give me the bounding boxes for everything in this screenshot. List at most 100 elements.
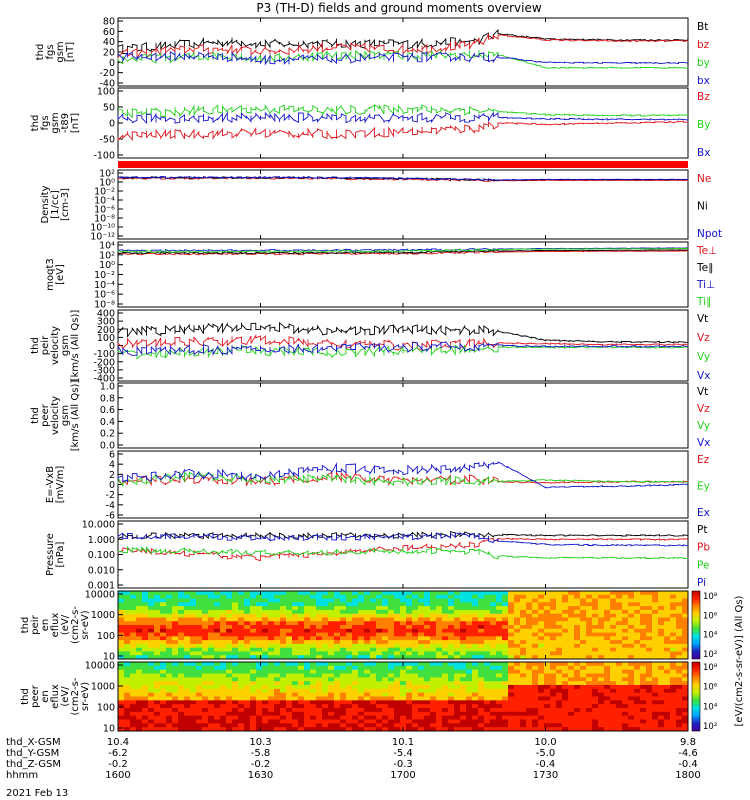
heatmap-cell xyxy=(496,640,503,645)
heatmap-cell xyxy=(244,636,251,641)
heatmap-cell xyxy=(550,685,557,690)
heatmap-cell xyxy=(544,628,551,633)
heatmap-cell xyxy=(454,727,461,732)
heatmap-cell xyxy=(604,696,611,701)
heatmap-cell xyxy=(118,617,125,622)
heatmap-cell xyxy=(238,602,245,607)
heatmap-cell xyxy=(280,594,287,599)
heatmap-cell xyxy=(508,719,515,724)
heatmap-cell xyxy=(148,655,155,660)
heatmap-cell xyxy=(250,688,257,694)
heatmap-cell xyxy=(544,655,551,660)
heatmap-cell xyxy=(364,685,371,690)
heatmap-cell xyxy=(220,711,227,717)
heatmap-cell xyxy=(640,727,647,732)
heatmap-cell xyxy=(148,636,155,641)
heatmap-cell xyxy=(226,692,233,697)
heatmap-cell xyxy=(346,628,353,633)
heatmap-cell xyxy=(580,708,587,713)
heatmap-cell xyxy=(484,591,491,596)
heatmap-cell xyxy=(430,669,437,674)
heatmap-cell xyxy=(364,692,371,697)
heatmap-cell xyxy=(574,665,581,671)
heatmap-cell xyxy=(142,602,149,607)
heatmap-cell xyxy=(268,688,275,694)
heatmap-cell xyxy=(310,632,317,637)
heatmap-cell xyxy=(562,602,569,607)
heatmap-cell xyxy=(328,625,335,630)
heatmap-cell xyxy=(640,700,647,705)
heatmap-cell xyxy=(436,632,443,637)
heatmap-cell xyxy=(502,598,509,603)
heatmap-cell xyxy=(286,677,293,682)
heatmap-cell xyxy=(178,613,185,618)
heatmap-cell xyxy=(682,669,689,674)
heatmap-cell xyxy=(334,636,341,641)
heatmap-cell xyxy=(604,673,611,678)
heatmap-cell xyxy=(610,643,617,649)
legend-entry: Vy xyxy=(697,351,710,363)
heatmap-cell xyxy=(316,628,323,633)
heatmap-cell xyxy=(658,647,665,652)
heatmap-cell xyxy=(562,704,569,709)
heatmap-cell xyxy=(364,643,371,649)
heatmap-cell xyxy=(478,677,485,682)
heatmap-cell xyxy=(658,617,665,622)
heatmap-cell xyxy=(304,594,311,599)
heatmap-cell xyxy=(664,677,671,682)
heatmap-cell xyxy=(484,651,491,656)
heatmap-cell xyxy=(322,636,329,641)
heatmap-cell xyxy=(532,688,539,694)
heatmap-cell xyxy=(580,677,587,682)
heatmap-cell xyxy=(214,651,221,656)
heatmap-cell xyxy=(652,681,659,686)
heatmap-cell xyxy=(682,606,689,611)
heatmap-cell xyxy=(256,606,263,611)
heatmap-cell xyxy=(316,727,323,732)
heatmap-cell xyxy=(364,662,371,667)
heatmap-cell xyxy=(418,700,425,705)
heatmap-cell xyxy=(610,632,617,637)
heatmap-cell xyxy=(454,621,461,626)
heatmap-cell xyxy=(430,704,437,709)
heatmap-cell xyxy=(526,594,533,599)
heatmap-cell xyxy=(292,669,299,674)
heatmap-cell xyxy=(430,625,437,630)
heatmap-cell xyxy=(496,628,503,633)
heatmap-cell xyxy=(130,591,137,596)
heatmap-cell xyxy=(472,708,479,713)
heatmap-cell xyxy=(292,621,299,626)
heatmap-cell xyxy=(682,692,689,697)
heatmap-cell xyxy=(502,647,509,652)
heatmap-cell xyxy=(298,617,305,622)
heatmap-cell xyxy=(538,704,545,709)
heatmap-cell xyxy=(142,636,149,641)
heatmap-cell xyxy=(286,636,293,641)
heatmap-cell xyxy=(508,625,515,630)
heatmap-cell xyxy=(214,688,221,694)
heatmap-cell xyxy=(394,681,401,686)
heatmap-cell xyxy=(136,647,143,652)
heatmap-cell xyxy=(442,628,449,633)
heatmap-cell xyxy=(574,673,581,678)
heatmap-cell xyxy=(226,704,233,709)
heatmap-cell xyxy=(586,715,593,720)
heatmap-cell xyxy=(190,621,197,626)
heatmap-cell xyxy=(394,696,401,701)
heatmap-cell xyxy=(400,647,407,652)
heatmap-cell xyxy=(532,708,539,713)
heatmap-cell xyxy=(286,598,293,603)
heatmap-cell xyxy=(250,602,257,607)
heatmap-cell xyxy=(232,632,239,637)
heatmap-cell xyxy=(520,662,527,667)
legend-entry: Vy xyxy=(697,420,710,432)
heatmap-cell xyxy=(526,647,533,652)
heatmap-cell xyxy=(610,636,617,641)
heatmap-cell xyxy=(382,700,389,705)
heatmap-cell xyxy=(664,715,671,720)
heatmap-cell xyxy=(424,628,431,633)
y-tick-label: 10⁻¹⁰ xyxy=(90,223,115,234)
heatmap-cell xyxy=(250,681,257,686)
heatmap-cell xyxy=(160,688,167,694)
heatmap-cell xyxy=(556,643,563,649)
